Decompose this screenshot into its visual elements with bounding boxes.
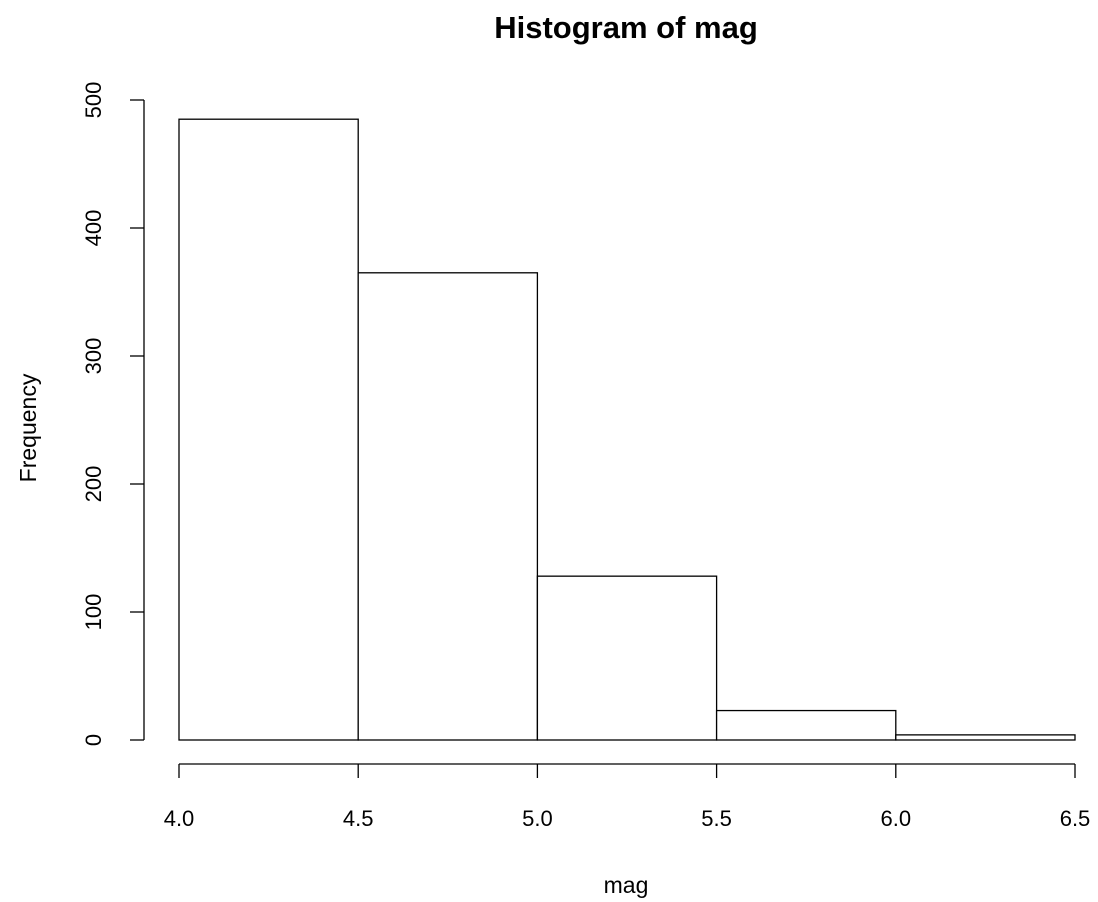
x-tick-label: 5.5 [701,806,732,831]
x-tick-label: 4.0 [164,806,195,831]
y-axis-title: Frequency [15,373,41,482]
histogram-bar-4 [715,709,897,741]
x-tick-label: 6.0 [881,806,912,831]
x-tick-label: 5.0 [522,806,553,831]
y-tick-label: 300 [81,338,106,375]
histogram-bar-3 [536,575,718,741]
y-tick-label: 200 [81,466,106,503]
histogram-bar-1 [178,118,359,741]
y-tick-label: 0 [81,734,106,746]
y-axis: 0 100 200 300 400 500 [81,82,145,746]
chart-title: Histogram of mag [494,10,758,45]
x-tick-label: 6.5 [1060,806,1091,831]
histogram-bar-2 [357,272,539,741]
y-tick-label: 100 [81,594,106,631]
x-tick-label: 4.5 [343,806,374,831]
histogram-bar-5 [895,734,1076,741]
bars-group [178,118,1076,741]
x-axis: 4.0 4.5 5.0 5.5 6.0 6.5 [164,763,1091,831]
y-tick-label: 500 [81,82,106,119]
x-axis-title: mag [604,872,649,898]
y-tick-label: 400 [81,210,106,247]
